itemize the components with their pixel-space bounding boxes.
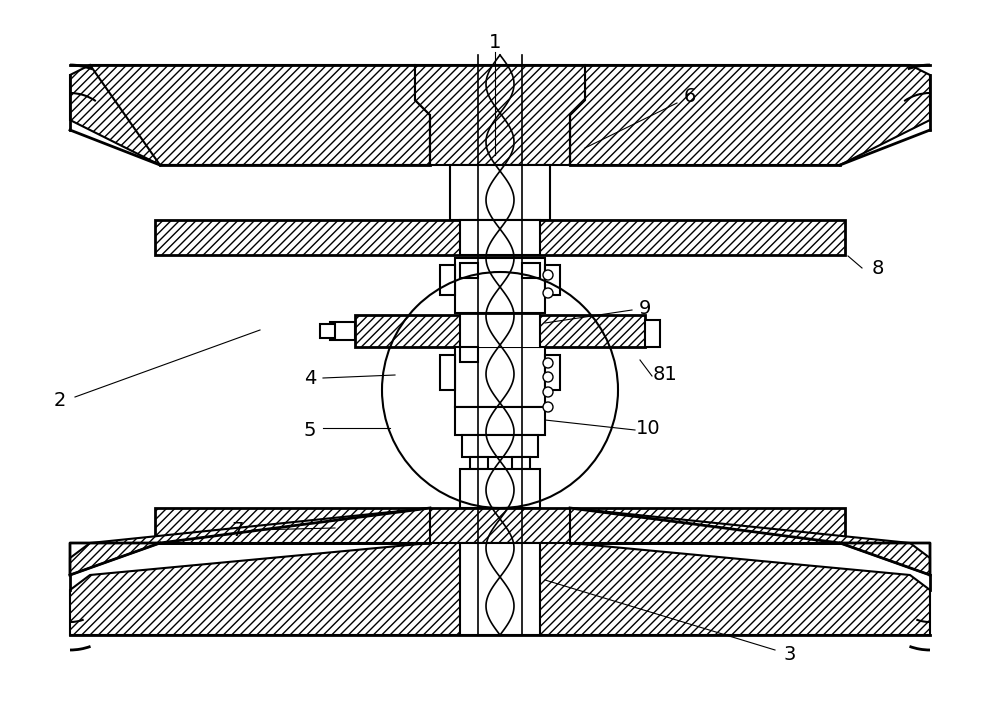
Bar	[455, 407, 545, 435]
Bar	[155, 508, 845, 543]
Text: 8: 8	[872, 258, 884, 278]
Bar	[355, 315, 645, 347]
Bar	[320, 324, 335, 338]
Bar	[645, 320, 660, 347]
Text: 4: 4	[304, 368, 316, 387]
Text: 10: 10	[636, 418, 660, 438]
Text: 7: 7	[232, 520, 244, 539]
Bar	[470, 457, 488, 469]
Polygon shape	[570, 65, 930, 165]
Bar	[460, 543, 540, 635]
Bar	[330, 322, 355, 340]
Bar	[460, 315, 540, 347]
Bar	[460, 220, 540, 255]
Circle shape	[543, 372, 553, 382]
Bar	[455, 347, 545, 407]
Polygon shape	[70, 543, 930, 635]
Bar	[440, 355, 455, 390]
Bar	[522, 263, 540, 278]
Bar	[155, 220, 845, 255]
Circle shape	[543, 387, 553, 397]
Circle shape	[543, 270, 553, 280]
Text: 1: 1	[489, 33, 501, 52]
Text: 81: 81	[653, 365, 677, 384]
Bar	[512, 457, 530, 469]
Circle shape	[543, 358, 553, 368]
Text: 9: 9	[639, 299, 651, 317]
Bar	[450, 165, 550, 220]
Bar	[460, 347, 478, 362]
Circle shape	[543, 288, 553, 298]
Text: 3: 3	[784, 646, 796, 665]
Bar	[440, 265, 455, 295]
Text: 5: 5	[304, 421, 316, 440]
Polygon shape	[460, 325, 540, 340]
Polygon shape	[415, 65, 585, 165]
Bar	[545, 265, 560, 295]
Circle shape	[543, 402, 553, 412]
Bar	[455, 258, 545, 313]
Text: 2: 2	[54, 391, 66, 409]
Bar	[460, 469, 540, 508]
Polygon shape	[570, 508, 930, 575]
Text: 6: 6	[684, 88, 696, 106]
Bar	[545, 355, 560, 390]
Bar	[460, 263, 478, 278]
Polygon shape	[70, 508, 430, 575]
Polygon shape	[70, 65, 430, 165]
Bar	[462, 435, 538, 457]
